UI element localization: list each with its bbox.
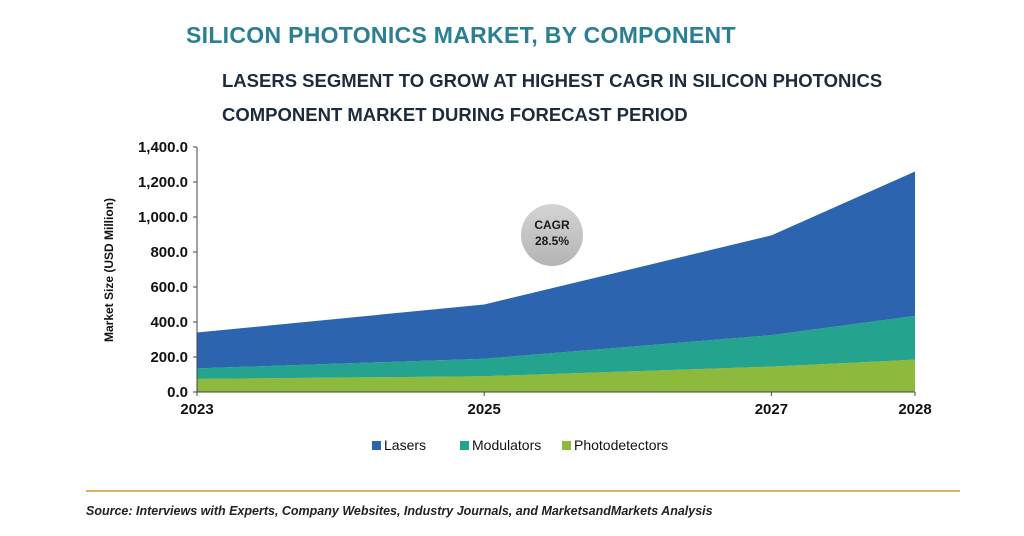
chart-subtitle-line-2: COMPONENT MARKET DURING FORECAST PERIOD bbox=[222, 104, 688, 125]
axes-group bbox=[193, 146, 916, 396]
legend: Lasers Modulators Photodetectors bbox=[372, 437, 668, 453]
x-tick-label: 2028 bbox=[898, 401, 931, 418]
x-tick-label: 2027 bbox=[755, 401, 788, 418]
chart-subtitle: LASERS SEGMENT TO GROW AT HIGHEST CAGR I… bbox=[222, 64, 902, 132]
legend-swatch-photodetectors bbox=[562, 441, 571, 450]
y-axis-label: Market Size (USD Million) bbox=[102, 198, 116, 342]
x-tick-label: 2023 bbox=[180, 401, 213, 418]
y-tick-label: 600.0 bbox=[150, 279, 188, 296]
chart-subtitle-line-1: LASERS SEGMENT TO GROW AT HIGHEST CAGR I… bbox=[222, 70, 883, 91]
cagr-annotation: CAGR 28.5% bbox=[521, 204, 583, 266]
area-photodetectors bbox=[197, 359, 915, 392]
y-tick-label: 1,400.0 bbox=[138, 139, 188, 156]
legend-swatch-lasers bbox=[372, 441, 381, 450]
area-modulators bbox=[197, 315, 915, 379]
y-tick-label: 0.0 bbox=[167, 384, 188, 401]
x-tick-label: 2025 bbox=[468, 401, 501, 418]
trend-arrow-head bbox=[890, 146, 911, 168]
cagr-label: CAGR bbox=[534, 218, 570, 232]
area-lasers bbox=[197, 171, 915, 369]
source-note: Source: Interviews with Experts, Company… bbox=[86, 504, 713, 518]
footer-divider bbox=[86, 490, 960, 492]
y-tick-label: 200.0 bbox=[150, 349, 188, 366]
y-tick-label: 1,000.0 bbox=[138, 209, 188, 226]
tick-labels-group: 0.0 200.0 400.0 600.0 800.0 1,000.0 1,200.0 1,4… bbox=[138, 139, 932, 418]
chart-title: SILICON PHOTONICS MARKET, BY COMPONENT bbox=[186, 22, 736, 48]
y-tick-label: 400.0 bbox=[150, 314, 188, 331]
y-tick-label: 800.0 bbox=[150, 244, 188, 261]
legend-label-lasers: Lasers bbox=[384, 437, 426, 453]
legend-swatch-modulators bbox=[460, 441, 469, 450]
legend-label-photodetectors: Photodetectors bbox=[574, 437, 668, 453]
area-series-group bbox=[197, 171, 915, 392]
y-tick-label: 1,200.0 bbox=[138, 174, 188, 191]
legend-label-modulators: Modulators bbox=[472, 437, 541, 453]
cagr-bubble bbox=[521, 204, 583, 266]
cagr-value: 28.5% bbox=[535, 234, 569, 248]
